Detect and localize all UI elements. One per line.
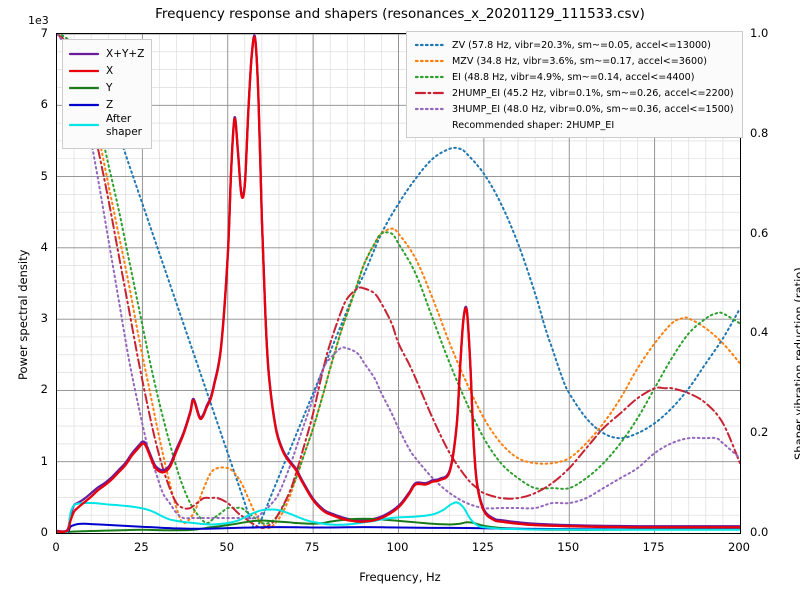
y-tick-left-4: 4 [40, 239, 48, 254]
legend-item-label: X [106, 64, 114, 77]
shaper-curve-3HUMP_EI [57, 34, 740, 520]
legend-item-label: X+Y+Z [106, 47, 145, 60]
legend-item-x-y-z[interactable]: X+Y+Z [69, 45, 144, 62]
legend-line-swatch [69, 82, 99, 94]
x-tick-25: 25 [134, 540, 149, 554]
y-tick-left-3: 3 [40, 311, 48, 326]
x-tick-50: 50 [219, 540, 235, 554]
y-tick-right-1.0: 1.0 [750, 26, 769, 40]
y-tick-left-5: 5 [40, 168, 48, 183]
y-tick-right-0.0: 0.0 [750, 525, 769, 539]
legend-line-swatch [415, 103, 445, 115]
legend-item-label: 3HUMP_EI (48.0 Hz, vibr=0.0%, sm~=0.36, … [452, 103, 734, 115]
legend-line-swatch [69, 48, 99, 60]
y-tick-left-6: 6 [40, 97, 48, 112]
y-tick-right-0.6: 0.6 [750, 225, 769, 240]
legend-line-swatch [69, 119, 99, 131]
legend-item-zv[interactable]: ZV (57.8 Hz, vibr=20.3%, sm~=0.05, accel… [415, 37, 734, 53]
legend-line-swatch [69, 99, 99, 111]
y-axis-label-right: Shaper vibration reduction (ratio) [792, 267, 800, 460]
recommended-shaper-text: Recommended shaper: 2HUMP_EI [452, 119, 615, 131]
legend-item-mzv[interactable]: MZV (34.8 Hz, vibr=3.6%, sm~=0.17, accel… [415, 53, 734, 69]
page-title: Frequency response and shapers (resonanc… [155, 6, 645, 22]
x-tick-125: 125 [471, 540, 494, 554]
legend-item-label: MZV (34.8 Hz, vibr=3.6%, sm~=0.17, accel… [452, 55, 707, 67]
legend-line-swatch [415, 71, 445, 83]
legend-item-x[interactable]: X [69, 62, 144, 79]
shaper-curve-2HUMP_EI [57, 34, 740, 530]
x-tick-0: 0 [52, 540, 60, 554]
y-tick-left-7: 7 [40, 26, 48, 40]
x-axis-label: Frequency, Hz [359, 570, 441, 584]
legend-shapers: ZV (57.8 Hz, vibr=20.3%, sm~=0.05, accel… [406, 31, 743, 138]
legend-item-3hump_ei[interactable]: 3HUMP_EI (48.0 Hz, vibr=0.0%, sm~=0.36, … [415, 101, 734, 117]
legend-item-label: Z [106, 98, 114, 111]
recommended-shaper-note: Recommended shaper: 2HUMP_EI [415, 117, 734, 133]
x-tick-200: 200 [728, 540, 750, 554]
legend-item-label: 2HUMP_EI (45.2 Hz, vibr=0.1%, sm~=0.26, … [452, 87, 734, 99]
x-tick-150: 150 [557, 540, 580, 554]
y-tick-right-0.8: 0.8 [750, 125, 769, 140]
shaper-curves [57, 34, 740, 530]
legend-item-2hump_ei[interactable]: 2HUMP_EI (45.2 Hz, vibr=0.1%, sm~=0.26, … [415, 85, 734, 101]
legend-line-swatch [415, 55, 445, 67]
response-curve-X [57, 35, 740, 533]
legend-line-swatch [415, 87, 445, 99]
legend-item-after[interactable]: After shaper [69, 113, 144, 143]
x-tick-75: 75 [304, 540, 320, 554]
y-axis-offset-label: 1e3 [28, 14, 49, 27]
shaper-curve-ZV [57, 34, 740, 530]
legend-item-label: ZV (57.8 Hz, vibr=20.3%, sm~=0.05, accel… [452, 39, 711, 51]
y-tick-right-0.2: 0.2 [750, 425, 769, 440]
x-tick-100: 100 [386, 540, 409, 554]
shaper-curve-EI [57, 34, 740, 525]
y-tick-left-2: 2 [40, 382, 48, 397]
legend-series: X+Y+Z X Y Z After shaper [62, 39, 153, 149]
legend-line-swatch [69, 65, 99, 77]
legend-item-y[interactable]: Y [69, 79, 144, 96]
y-tick-left-1: 1 [40, 453, 48, 468]
legend-item-label: After shaper [106, 113, 143, 138]
plot-svg [57, 34, 740, 533]
legend-item-ei[interactable]: EI (48.8 Hz, vibr=4.9%, sm~=0.14, accel<… [415, 69, 734, 85]
legend-item-z[interactable]: Z [69, 96, 144, 113]
legend-line-swatch [415, 39, 445, 51]
response-curves [57, 34, 740, 533]
x-tick-175: 175 [642, 540, 665, 554]
y-tick-left-0: 0 [40, 525, 48, 539]
legend-item-label: Y [106, 81, 113, 94]
response-curve-After-shaper [57, 501, 740, 533]
y-tick-right-0.4: 0.4 [750, 325, 769, 340]
legend-item-label: EI (48.8 Hz, vibr=4.9%, sm~=0.14, accel<… [452, 71, 695, 83]
